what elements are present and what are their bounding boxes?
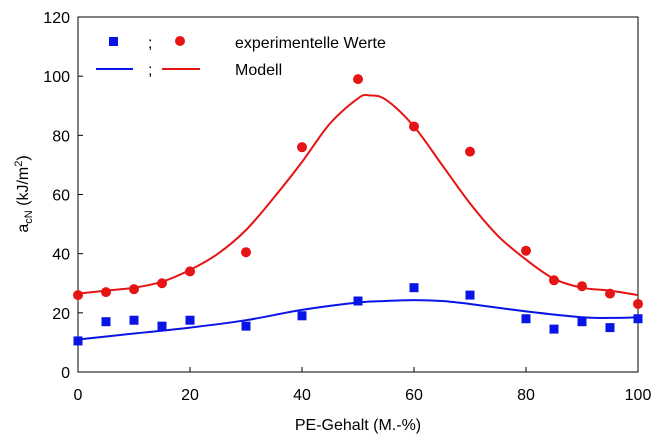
- y-tick-label: 60: [52, 188, 70, 205]
- data-point-square: [353, 296, 363, 306]
- data-point-circle: [577, 281, 587, 292]
- data-point-square: [73, 336, 83, 346]
- data-point-circle: [241, 247, 251, 258]
- legend: ; experimentelle Werte ; Modell: [96, 35, 386, 79]
- data-point-square: [297, 311, 307, 321]
- x-tick-label: 40: [293, 387, 311, 404]
- legend-marker-square: [109, 37, 118, 46]
- y-tick-label: 0: [61, 365, 70, 382]
- x-tick-label: 80: [517, 387, 535, 404]
- data-point-square: [633, 314, 643, 324]
- x-tick-label: 0: [74, 387, 83, 404]
- y-tick-label: 40: [52, 247, 70, 264]
- y-axis-title: acN (kJ/m2): [13, 155, 35, 232]
- data-point-circle: [297, 142, 307, 153]
- legend-separator: ;: [148, 62, 152, 79]
- data-point-square: [129, 315, 139, 325]
- data-point-circle: [605, 288, 615, 299]
- model-lines: [77, 93, 639, 341]
- data-point-circle: [521, 245, 531, 256]
- data-point-circle: [409, 121, 419, 132]
- x-tick-label: 60: [405, 387, 423, 404]
- x-tick-label: 100: [625, 387, 652, 404]
- y-tick-label: 20: [52, 306, 70, 323]
- legend-lines-label: Modell: [235, 62, 282, 79]
- data-point-square: [521, 314, 531, 324]
- y-tick-label: 100: [43, 69, 70, 86]
- data-markers: [73, 74, 643, 346]
- legend-marker-circle: [175, 36, 185, 46]
- data-point-square: [157, 321, 167, 331]
- data-point-square: [101, 317, 111, 327]
- data-point-square: [605, 323, 615, 333]
- data-point-circle: [465, 146, 475, 157]
- x-tick-label: 20: [181, 387, 199, 404]
- data-point-circle: [185, 266, 195, 277]
- data-point-circle: [129, 284, 139, 295]
- legend-markers-label: experimentelle Werte: [235, 35, 386, 52]
- data-point-circle: [549, 275, 559, 286]
- y-axis: 0 20 40 60 80 100 120: [43, 10, 83, 382]
- data-point-square: [241, 321, 251, 331]
- data-point-square: [185, 315, 195, 325]
- data-point-square: [409, 283, 419, 293]
- data-point-circle: [353, 74, 363, 85]
- data-point-circle: [73, 290, 83, 301]
- x-axis: 0 20 40 60 80 100: [74, 367, 652, 404]
- model-line: [77, 299, 639, 341]
- x-axis-title: PE-Gehalt (M.-%): [295, 417, 421, 434]
- data-point-square: [577, 317, 587, 327]
- model-line: [77, 93, 639, 297]
- data-point-circle: [633, 298, 643, 309]
- data-point-circle: [101, 287, 111, 298]
- data-point-circle: [157, 278, 167, 289]
- plot-frame: [77, 16, 639, 373]
- legend-separator: ;: [148, 35, 152, 52]
- y-tick-label: 120: [43, 10, 70, 27]
- y-tick-label: 80: [52, 128, 70, 145]
- data-point-square: [549, 324, 559, 334]
- data-point-square: [465, 290, 475, 300]
